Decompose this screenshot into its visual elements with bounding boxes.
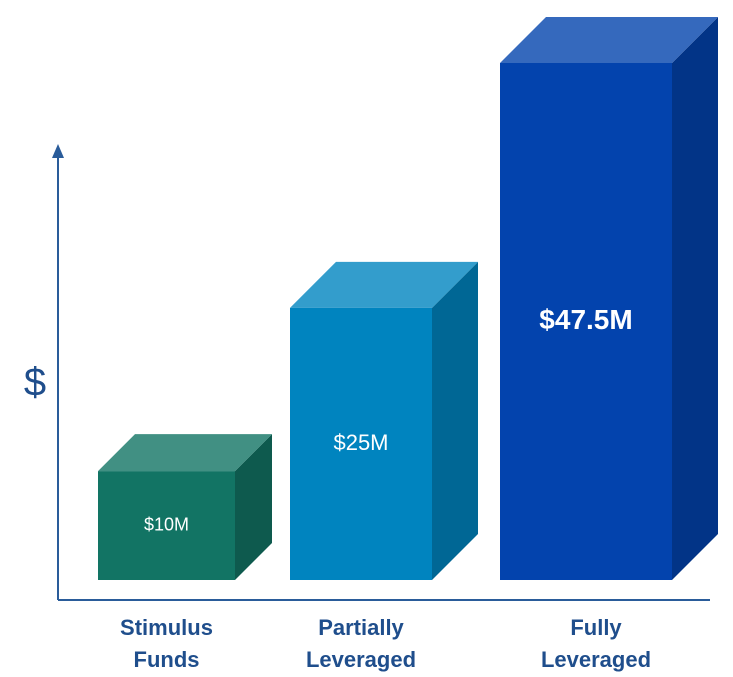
bar-top: [290, 261, 478, 308]
x-tick-label: Stimulus Funds: [120, 615, 213, 672]
bar-front: [290, 307, 432, 580]
value-label: $10M: [144, 514, 189, 534]
bar: [290, 261, 478, 580]
y-axis-label: $: [24, 361, 46, 405]
bar-top: [500, 17, 718, 63]
bar-top: [98, 434, 272, 472]
bar-front: [98, 471, 235, 580]
bar-side: [235, 434, 272, 580]
value-label: $25M: [333, 430, 388, 455]
bar: [98, 434, 272, 580]
x-tick-label: Fully Leveraged: [540, 615, 652, 672]
bar-front: [500, 63, 672, 580]
x-tick-label: Partially Leveraged: [305, 615, 417, 672]
bar-side: [432, 261, 478, 580]
axis-arrow: [52, 144, 64, 158]
bar-side: [672, 17, 718, 580]
value-label: $47.5M: [539, 304, 632, 335]
bar: [500, 17, 718, 580]
